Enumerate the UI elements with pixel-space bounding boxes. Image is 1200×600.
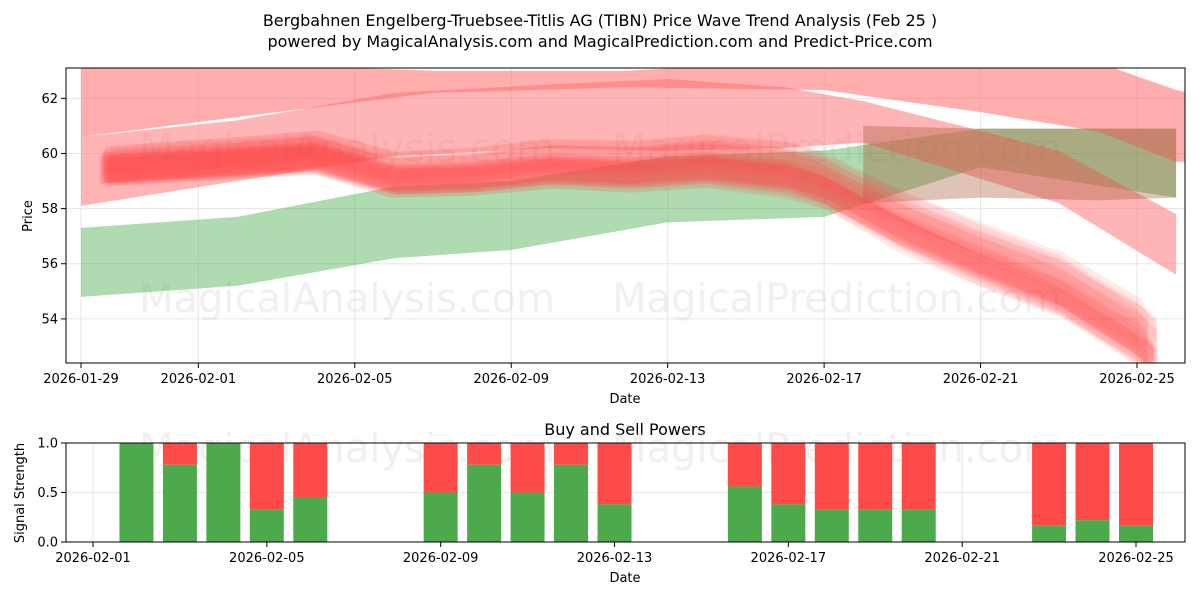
signal-y-ticks: 0.0 0.5 1.0 xyxy=(37,437,66,551)
signal-x-tick-label: 2026-02-13 xyxy=(577,551,653,566)
wave-ribbon xyxy=(108,143,1149,363)
wave-ribbon xyxy=(106,146,1149,363)
wave-ribbon xyxy=(103,134,1147,363)
signal-chart: Buy and Sell Powers MagicalAnalysis.com … xyxy=(13,420,1186,586)
buy-power-bar xyxy=(858,509,893,542)
sell-power-bar xyxy=(1032,443,1067,526)
signal-x-ticks: 2026-02-01 2026-02-05 2026-02-09 2026-02-13… xyxy=(55,542,1174,566)
red-mid-band xyxy=(81,79,1177,275)
wave-ribbon xyxy=(103,136,1148,347)
sell-power-bar xyxy=(901,443,936,510)
signal-x-axis-label: Date xyxy=(609,571,640,586)
price-x-tick-label: 2026-02-09 xyxy=(473,372,549,387)
signal-bars xyxy=(119,443,1153,542)
buy-power-bar xyxy=(119,443,154,542)
price-x-tick-label: 2026-02-21 xyxy=(943,372,1019,387)
price-wave-bundle xyxy=(98,130,1158,363)
signal-y-tick-label: 1.0 xyxy=(37,437,58,452)
watermark-mid-right: MagicalPrediction.com xyxy=(612,276,1062,322)
wave-ribbon xyxy=(103,136,1158,363)
sell-power-bar xyxy=(1119,443,1153,526)
buy-power-bar xyxy=(727,486,762,542)
price-x-tick-label: 2026-02-25 xyxy=(1099,372,1175,387)
buy-power-bar xyxy=(814,509,849,542)
sell-power-bar xyxy=(554,443,589,465)
wave-ribbon xyxy=(109,130,1149,350)
signal-x-tick-label: 2026-02-09 xyxy=(403,551,479,566)
price-x-tick-label: 2026-01-29 xyxy=(43,372,119,387)
signal-y-axis-label: Signal Strength xyxy=(13,443,28,543)
green-forecast-band xyxy=(81,128,1177,297)
price-x-tick-label: 2026-02-01 xyxy=(161,372,237,387)
sell-power-bar xyxy=(293,443,328,498)
red-upper-band xyxy=(81,68,1185,162)
price-y-tick-label: 62 xyxy=(41,92,58,107)
price-chart: MagicalAnalysis.com MagicalPrediction.co… xyxy=(21,67,1186,407)
price-x-tick-label: 2026-02-17 xyxy=(786,372,862,387)
buy-power-bar xyxy=(597,504,632,542)
price-x-ticks: 2026-01-29 2026-02-01 2026-02-05 2026-02-09… xyxy=(43,363,1175,387)
price-y-ticks: 54 56 58 60 62 xyxy=(41,92,66,327)
buy-power-bar xyxy=(162,464,197,542)
price-y-tick-label: 60 xyxy=(41,147,58,162)
chart-subtitle: powered by MagicalAnalysis.com and Magic… xyxy=(267,32,932,51)
signal-x-tick-label: 2026-02-17 xyxy=(751,551,827,566)
wave-ribbon xyxy=(104,143,1154,363)
price-x-axis-label: Date xyxy=(609,392,640,407)
signal-x-tick-label: 2026-02-05 xyxy=(229,551,305,566)
price-x-tick-label: 2026-02-13 xyxy=(630,372,706,387)
price-y-tick-label: 54 xyxy=(41,312,58,327)
sell-power-bar xyxy=(249,443,284,510)
sell-power-bar xyxy=(162,443,197,465)
sell-power-bar xyxy=(727,443,762,487)
watermark-mid-left: MagicalAnalysis.com xyxy=(139,276,555,322)
brown-overlap-band xyxy=(863,125,1177,204)
sell-power-bar xyxy=(1075,443,1110,521)
buy-power-bar xyxy=(206,443,241,542)
sell-power-bar xyxy=(510,443,545,493)
signal-x-tick-label: 2026-02-01 xyxy=(55,551,131,566)
buy-power-bar xyxy=(554,464,589,542)
sell-power-bar xyxy=(467,443,502,465)
buy-power-bar xyxy=(510,492,545,542)
sell-power-bar xyxy=(814,443,849,510)
wave-ribbon xyxy=(101,141,1154,363)
signal-y-tick-label: 0.5 xyxy=(37,486,58,501)
buy-power-bar xyxy=(293,497,328,542)
buy-power-bar xyxy=(467,464,502,542)
buy-power-bar xyxy=(1032,525,1067,542)
price-y-tick-label: 56 xyxy=(41,257,58,272)
signal-y-tick-label: 0.0 xyxy=(37,536,58,551)
buy-power-bar xyxy=(771,504,806,542)
wave-ribbon xyxy=(105,130,1157,354)
sell-power-bar xyxy=(597,443,632,505)
price-y-tick-label: 58 xyxy=(41,202,58,217)
price-y-axis-label: Price xyxy=(21,200,36,232)
buy-power-bar xyxy=(423,492,458,542)
buy-power-bar xyxy=(1075,520,1110,542)
buy-power-bar xyxy=(1119,525,1153,542)
wave-ribbon xyxy=(101,146,1158,363)
sell-power-bar xyxy=(771,443,806,505)
buy-power-bar xyxy=(249,509,284,542)
price-bands xyxy=(81,68,1185,297)
sell-power-bar xyxy=(423,443,458,493)
signal-x-tick-label: 2026-02-25 xyxy=(1098,551,1174,566)
price-x-tick-label: 2026-02-05 xyxy=(317,372,393,387)
signal-x-tick-label: 2026-02-21 xyxy=(924,551,1000,566)
sell-power-bar xyxy=(858,443,893,510)
price-plot-frame xyxy=(65,67,1186,364)
signal-chart-title: Buy and Sell Powers xyxy=(544,420,706,439)
wave-ribbon xyxy=(108,145,1155,363)
wave-ribbon xyxy=(98,144,1156,363)
buy-power-bar xyxy=(901,509,936,542)
chart-title: Bergbahnen Engelberg-Truebsee-Titlis AG … xyxy=(263,11,937,30)
wave-ribbon xyxy=(102,136,1158,344)
wave-ribbon xyxy=(100,141,1154,363)
